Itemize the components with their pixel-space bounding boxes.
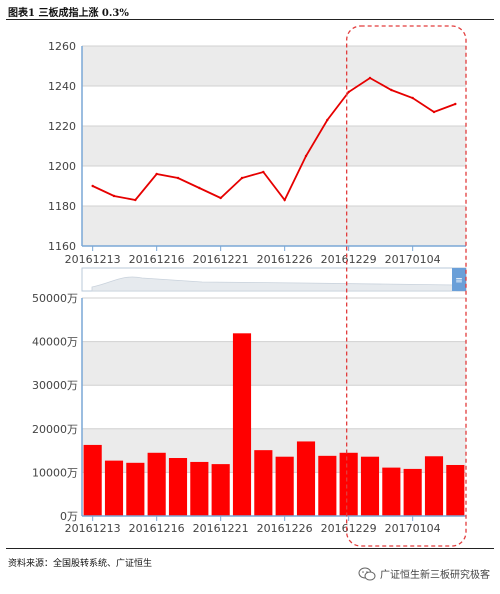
watermark-text: 广证恒生新三板研究极客 [380,570,490,581]
index-line-point [198,186,201,190]
bottom-divider [6,548,494,549]
bar-x-tick-label: 20161226 [257,522,313,535]
watermark: 广证恒生新三板研究极客 [358,566,490,581]
line-x-tick-label: 20161229 [321,253,377,266]
source-note: 资料来源：全国股转系统、广证恒生 [8,559,153,569]
index-line-point [155,172,158,176]
index-line-point [219,196,222,200]
bar-x-tick-label: 20161221 [193,522,249,535]
volume-bar [424,456,444,516]
bar-y-tick-label: 30000万 [32,379,78,392]
volume-bar [296,441,316,516]
line-x-tick-label: 20161221 [193,253,249,266]
bar-y-tick-label: 0万 [60,510,78,523]
index-line-point [304,154,308,158]
bar-y-tick-label: 50000万 [32,292,78,305]
volume-bar [190,461,209,516]
line-x-tick-label: 20161213 [65,253,121,266]
bar-x-tick-label: 20161229 [321,522,377,535]
volume-bar [339,452,358,516]
bar-y-tick-label: 40000万 [32,336,78,349]
index-line-point [283,198,286,202]
bar-x-tick-label: 20170104 [385,522,441,535]
navigator-handle-grip: ≡ [455,276,463,286]
line-y-tick-label: 1240 [48,80,76,93]
bar-grid-band [82,428,466,473]
line-y-tick-label: 1220 [48,120,76,133]
line-grid-band [82,126,466,166]
volume-bar [318,455,337,516]
volume-bar [211,464,230,516]
figure-title: 图表1 三板成指上涨 0.3% [8,8,129,19]
line-y-tick-label: 1200 [48,160,76,173]
volume-bar [403,468,422,516]
line-grid-band [82,46,466,86]
volume-bar [254,450,273,516]
index-line-series [92,76,456,202]
bar-x-tick-label: 20161216 [129,522,185,535]
volume-bar [360,456,380,516]
line-y-tick-label: 1260 [48,40,76,53]
volume-bar [168,458,188,516]
bar-y-tick-label: 10000万 [32,466,78,479]
index-line-point [454,102,457,106]
index-line-point [368,76,372,80]
index-line-point [390,88,393,92]
line-x-tick-label: 20161216 [129,253,185,266]
index-line-point [91,184,94,188]
volume-bar [126,462,145,516]
index-line-point [240,176,244,180]
line-x-tick-label: 20170104 [385,253,441,266]
volume-bar [382,467,401,516]
volume-bar [232,333,252,516]
index-line-point [326,118,329,122]
bar-x-tick-label: 20161213 [65,522,121,535]
index-line-point [262,170,265,174]
index-line-point [134,198,137,202]
index-line-point [112,194,116,198]
index-line-point [411,96,414,100]
bar-grid-band [82,341,466,386]
volume-bar [147,452,166,516]
line-x-tick-label: 20161226 [257,253,313,266]
highlight-box [346,25,467,547]
line-y-tick-label: 1160 [48,240,76,253]
volume-bar [446,464,465,516]
bar-y-tick-label: 20000万 [32,423,78,436]
index-line-point [176,176,180,180]
volume-bar [83,444,102,516]
volume-bar [275,456,294,516]
volume-bar [104,460,124,516]
line-grid-band [82,206,466,246]
index-line-point [347,90,350,94]
top-divider [6,19,494,20]
wechat-icon [358,567,376,580]
line-y-tick-label: 1180 [48,200,76,213]
index-line-point [432,110,436,114]
navigator-handle [452,268,466,291]
